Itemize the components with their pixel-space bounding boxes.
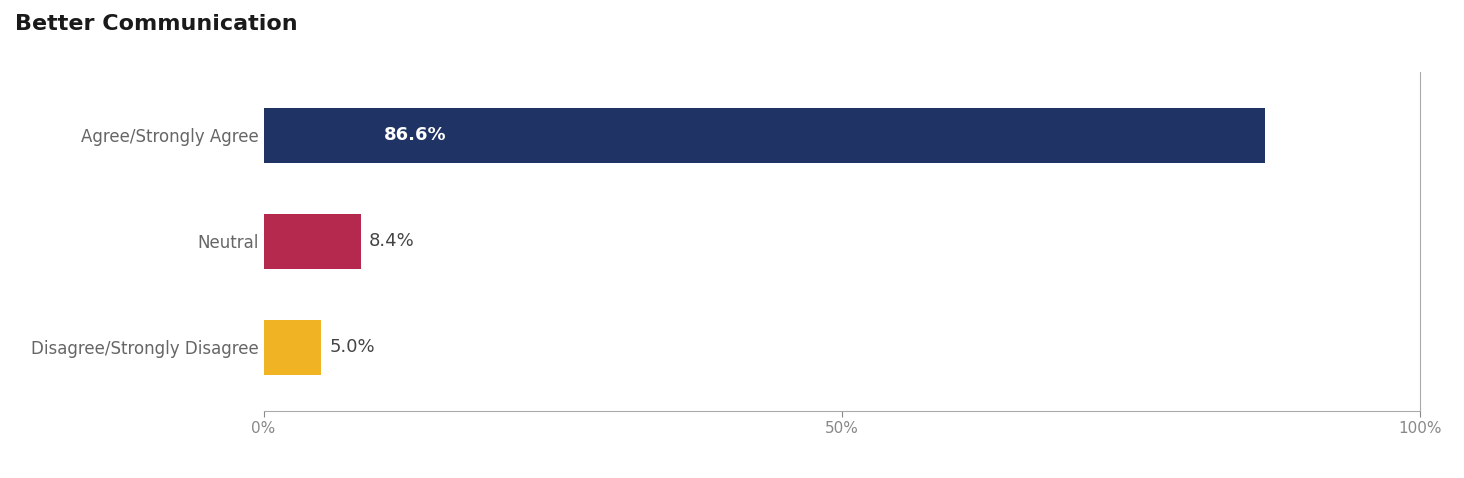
Bar (264, 214, 360, 269)
Text: 5.0%: 5.0% (329, 338, 375, 357)
Text: 86.6%: 86.6% (384, 126, 447, 144)
Text: Better Communication: Better Communication (15, 14, 297, 34)
Bar (264, 320, 321, 375)
Bar (264, 108, 1265, 163)
Text: 8.4%: 8.4% (369, 232, 414, 250)
